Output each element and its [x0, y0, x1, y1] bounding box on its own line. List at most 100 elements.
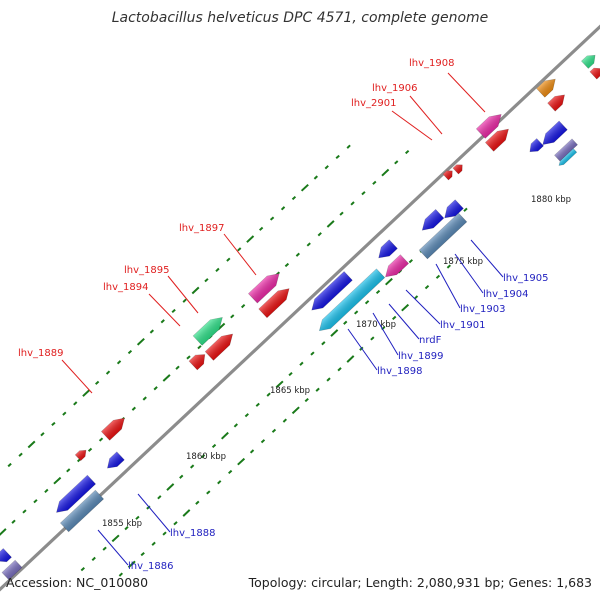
feature-f_red_top[interactable] [547, 91, 569, 112]
feature-f_blue_top1[interactable] [539, 120, 568, 149]
tick-mark [241, 303, 246, 309]
gene-label-lhv_1903[interactable]: lhv_1903 [460, 304, 505, 315]
feature-f_lhv1894a[interactable] [204, 330, 237, 361]
tick-mark [304, 397, 309, 403]
feature-f_lhv1905[interactable] [441, 199, 464, 222]
gene-label-lhv_1895[interactable]: lhv_1895 [124, 265, 169, 276]
gene-features [0, 52, 600, 581]
tick-mark [372, 180, 377, 185]
gene-label-lhv_1904[interactable]: lhv_1904 [483, 289, 528, 300]
tick-mark [346, 144, 351, 149]
gene-label-lhv_1894[interactable]: lhv_1894 [103, 282, 148, 293]
gene-label-lhv_1898[interactable]: lhv_1898 [377, 366, 422, 377]
tick-mark [364, 300, 370, 305]
feature-f_purple[interactable] [554, 138, 578, 162]
feature-f_green_top[interactable] [581, 52, 598, 69]
feature-shade [558, 148, 577, 166]
tick-mark [149, 329, 154, 334]
tick-mark [295, 252, 300, 257]
tick-mark [73, 401, 78, 406]
tick-mark [350, 201, 355, 206]
feature-f_blue_edge[interactable] [0, 548, 12, 566]
feature-f_lhv1886b[interactable] [59, 489, 105, 533]
gene-label-lhv_1899[interactable]: lhv_1899 [398, 351, 443, 362]
feature-shade [2, 560, 22, 580]
feature-f_lhv1908b[interactable] [484, 125, 512, 152]
feature-f_lhv1901[interactable] [381, 254, 410, 282]
feature-f_orange[interactable] [536, 75, 560, 98]
feature-f_lhv1897b[interactable] [258, 284, 293, 319]
tick-mark [255, 402, 260, 407]
feature-f_lhv2901[interactable] [442, 168, 455, 181]
leader-line-lhv_1894 [148, 293, 181, 327]
accession-text: Accession: NC_010080 [6, 575, 148, 590]
leader-line-lhv_1888 [137, 493, 171, 533]
feature-f_nrdF[interactable] [375, 239, 398, 262]
tick-mark [118, 572, 123, 577]
feature-f_lhv1889[interactable] [100, 414, 128, 441]
gene-label-lhv_1905[interactable]: lhv_1905 [503, 273, 548, 284]
tick-mark [228, 469, 233, 475]
feature-f_grey_corner[interactable] [1, 559, 23, 581]
feature-f_lhv1908[interactable] [475, 110, 505, 139]
feature-f_lhv1904[interactable] [418, 208, 445, 234]
feature-f_blue_top2[interactable] [526, 138, 544, 156]
feature-shade [452, 164, 463, 174]
tick-mark [413, 295, 419, 300]
tick-mark [405, 149, 410, 155]
gene-label-lhv_1889[interactable]: lhv_1889 [18, 348, 63, 359]
feature-f_lhv1894b[interactable] [188, 350, 209, 371]
tick-mark [18, 452, 23, 457]
gene-label-nrdF[interactable]: nrdF [419, 335, 442, 346]
feature-f_red_small[interactable] [74, 447, 88, 462]
tick-mark [87, 447, 93, 452]
tick-mark [330, 329, 339, 337]
feature-f_lhv1886a[interactable] [52, 474, 97, 517]
feature-f_lhv1898[interactable] [315, 268, 386, 335]
tick-mark [249, 449, 255, 454]
leader-line-nrdF [388, 303, 420, 340]
tick-mark [275, 380, 284, 389]
tick-mark [271, 428, 277, 433]
feature-f_lhv1903[interactable] [418, 212, 468, 260]
feature-f_cyan_small[interactable] [557, 148, 578, 168]
tick-mark [82, 389, 91, 397]
gene-label-lhv_1901[interactable]: lhv_1901 [440, 320, 485, 331]
leader-line-lhv_1895 [167, 275, 199, 314]
feature-f_lhv1888[interactable] [104, 451, 125, 472]
feature-shade [101, 418, 125, 441]
gene-label-lhv_1886[interactable]: lhv_1886 [128, 561, 173, 572]
gene-label-lhv_2901[interactable]: lhv_2901 [351, 98, 396, 109]
tick-mark [315, 387, 320, 392]
tick-mark [408, 259, 413, 264]
feature-f_red_corner[interactable] [589, 65, 600, 80]
gene-label-lhv_1897[interactable]: lhv_1897 [179, 223, 224, 234]
scale-label-1875: 1875 kbp [443, 257, 483, 267]
tick-mark [266, 392, 271, 397]
tick-mark [105, 370, 111, 375]
tick-mark [324, 165, 329, 170]
gene-label-lhv_1908[interactable]: lhv_1908 [409, 58, 454, 69]
scale-label-1855: 1855 kbp [102, 519, 142, 529]
tick-mark [244, 413, 249, 418]
feature-f_lhv1895[interactable] [192, 313, 227, 346]
gene-label-lhv_1888[interactable]: lhv_1888 [170, 528, 215, 539]
tick-mark [179, 474, 184, 479]
tick-mark [375, 289, 381, 295]
leader-line-lhv_1904 [454, 253, 484, 294]
tick-mark [246, 235, 255, 243]
feature-f_lhv1899[interactable] [308, 271, 353, 315]
gene-label-lhv_1906[interactable]: lhv_1906 [372, 83, 417, 94]
tick-mark [370, 336, 375, 341]
tick-mark [381, 168, 390, 177]
feature-shade [581, 55, 596, 69]
feature-f_lhv1897a[interactable] [248, 269, 283, 304]
tick-mark [173, 521, 178, 526]
tick-mark [175, 365, 180, 370]
tick-mark [339, 211, 344, 216]
tick-mark [7, 462, 12, 468]
feature-f_lhv1906[interactable] [452, 162, 465, 175]
leader-line-lhv_1905 [470, 239, 504, 278]
